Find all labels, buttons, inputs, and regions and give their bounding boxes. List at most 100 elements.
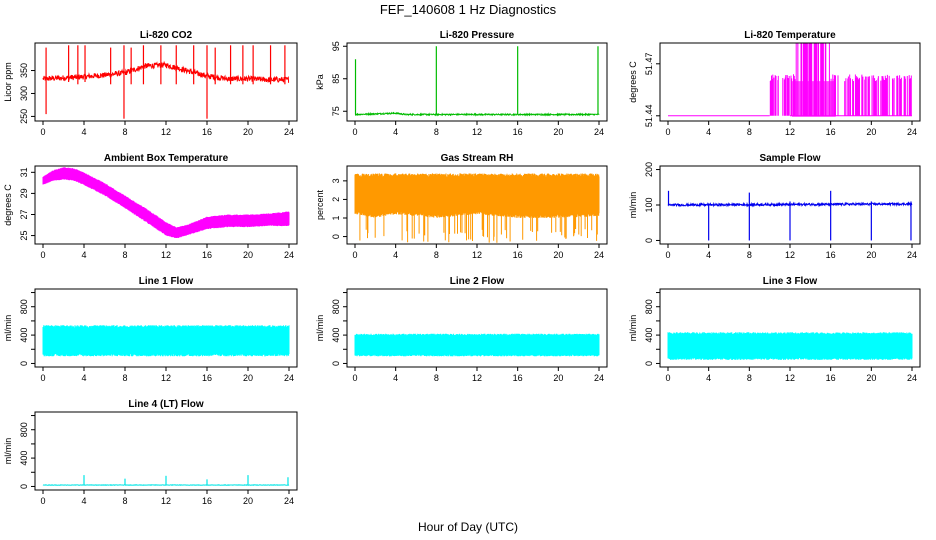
x-tick-label: 4 xyxy=(81,496,86,506)
y-axis-label: degrees C xyxy=(628,61,638,103)
x-tick-label: 24 xyxy=(907,373,917,383)
panel-title: Li-820 CO2 xyxy=(140,30,193,41)
y-tick-label: 29 xyxy=(19,188,29,198)
x-tick-label: 4 xyxy=(81,250,86,260)
plot-area xyxy=(667,332,913,360)
x-tick-label: 24 xyxy=(594,373,604,383)
y-axis-label: degrees C xyxy=(3,184,13,226)
series-band xyxy=(792,81,836,117)
plot-area xyxy=(354,333,600,357)
panel-line1: Line 1 Flow ml/min 0 4 8 12 16 20 24 0 400 800 xyxy=(3,276,298,383)
y-axis-label: ml/min xyxy=(628,315,638,342)
x-tick-label: 24 xyxy=(284,496,294,506)
x-tick-label: 0 xyxy=(665,373,670,383)
x-tick-label: 16 xyxy=(826,373,836,383)
x-tick-label: 24 xyxy=(284,373,294,383)
y-tick-label: 0 xyxy=(644,361,654,366)
panel-line3: Line 3 Flow ml/min 0 4 8 12 16 20 24 0 400 800 xyxy=(628,276,921,383)
y-tick-label: 95 xyxy=(331,41,341,51)
x-tick-label: 16 xyxy=(513,250,523,260)
x-tick-label: 20 xyxy=(866,127,876,137)
x-tick-label: 20 xyxy=(553,373,563,383)
y-tick-label: 27 xyxy=(19,209,29,219)
y-tick-label: 200 xyxy=(644,162,654,177)
plot-area xyxy=(42,45,290,119)
x-tick-label: 0 xyxy=(40,127,45,137)
panel-line2: Line 2 Flow ml/min 0 4 8 12 16 20 24 0 400 800 xyxy=(315,276,608,383)
x-tick-label: 12 xyxy=(161,496,171,506)
x-tick-label: 8 xyxy=(434,250,439,260)
panel-licor_temp: Li-820 Temperature degrees C 0 4 8 12 16 20 24 51… xyxy=(628,30,921,137)
y-tick-label: 0 xyxy=(331,361,341,366)
y-axis-label: ml/min xyxy=(628,192,638,219)
series-band xyxy=(42,167,290,238)
x-tick-label: 20 xyxy=(243,496,253,506)
y-tick-label: 400 xyxy=(644,328,654,343)
x-tick-label: 16 xyxy=(826,250,836,260)
x-tick-label: 8 xyxy=(122,250,127,260)
plot-area xyxy=(354,173,600,243)
x-tick-label: 4 xyxy=(393,373,398,383)
plot-area xyxy=(667,190,913,241)
figure-title: FEF_140608 1 Hz Diagnostics xyxy=(380,2,557,17)
x-tick-label: 16 xyxy=(513,127,523,137)
panel-pressure: Li-820 Pressure kPa 0 4 8 12 16 20 24 75 85 95 xyxy=(315,30,608,137)
y-tick-label: 300 xyxy=(19,86,29,101)
y-tick-label: 0 xyxy=(19,484,29,489)
x-tick-label: 16 xyxy=(513,373,523,383)
x-tick-label: 4 xyxy=(81,373,86,383)
x-tick-label: 12 xyxy=(161,250,171,260)
panel-title: Line 2 Flow xyxy=(450,276,505,287)
x-tick-label: 0 xyxy=(40,250,45,260)
y-tick-label: 800 xyxy=(644,299,654,314)
panel-ambient_temp: Ambient Box Temperature degrees C 0 4 8 12 16 2… xyxy=(3,153,298,260)
y-tick-label: 3 xyxy=(331,178,341,183)
series-band xyxy=(42,325,290,357)
x-tick-label: 8 xyxy=(122,127,127,137)
x-tick-label: 12 xyxy=(472,127,482,137)
x-tick-label: 12 xyxy=(472,373,482,383)
x-tick-label: 16 xyxy=(202,373,212,383)
x-tick-label: 0 xyxy=(40,496,45,506)
panel-title: Line 1 Flow xyxy=(139,276,194,287)
x-tick-label: 24 xyxy=(594,127,604,137)
y-tick-label: 25 xyxy=(19,231,29,241)
x-tick-label: 24 xyxy=(907,250,917,260)
x-tick-label: 12 xyxy=(785,250,795,260)
plot-frame xyxy=(34,42,298,122)
x-tick-label: 12 xyxy=(161,373,171,383)
series-band xyxy=(354,333,600,357)
series-line xyxy=(42,60,290,84)
panel-title: Line 4 (LT) Flow xyxy=(128,399,204,410)
x-tick-label: 4 xyxy=(81,127,86,137)
y-axis-label: ml/min xyxy=(315,315,325,342)
panel-title: Ambient Box Temperature xyxy=(104,153,229,164)
x-tick-label: 20 xyxy=(243,373,253,383)
x-tick-label: 8 xyxy=(434,127,439,137)
x-tick-label: 12 xyxy=(161,127,171,137)
x-tick-label: 0 xyxy=(665,127,670,137)
y-tick-label: 2 xyxy=(331,197,341,202)
y-tick-label: 100 xyxy=(644,197,654,212)
y-tick-label: 400 xyxy=(19,451,29,466)
x-tick-label: 12 xyxy=(785,127,795,137)
x-tick-label: 0 xyxy=(40,373,45,383)
panel-line4: Line 4 (LT) Flow ml/min 0 4 8 12 16 20 24 0 400 800 xyxy=(3,399,298,506)
x-tick-label: 24 xyxy=(594,250,604,260)
y-axis-label: Licor ppm xyxy=(3,62,13,102)
x-tick-label: 16 xyxy=(202,127,212,137)
series-line xyxy=(668,43,912,117)
x-tick-label: 8 xyxy=(747,373,752,383)
x-tick-label: 20 xyxy=(243,250,253,260)
y-tick-label: 51.47 xyxy=(644,53,654,76)
x-tick-label: 12 xyxy=(785,373,795,383)
panel-title: Line 3 Flow xyxy=(763,276,818,287)
x-tick-label: 16 xyxy=(202,250,212,260)
y-tick-label: 31 xyxy=(19,167,29,177)
y-tick-label: 800 xyxy=(19,299,29,314)
x-tick-label: 0 xyxy=(352,127,357,137)
panel-co2: Li-820 CO2 Licor ppm 0 4 8 12 16 20 24 250 300 350 xyxy=(3,30,298,137)
plot-frame xyxy=(346,42,608,122)
